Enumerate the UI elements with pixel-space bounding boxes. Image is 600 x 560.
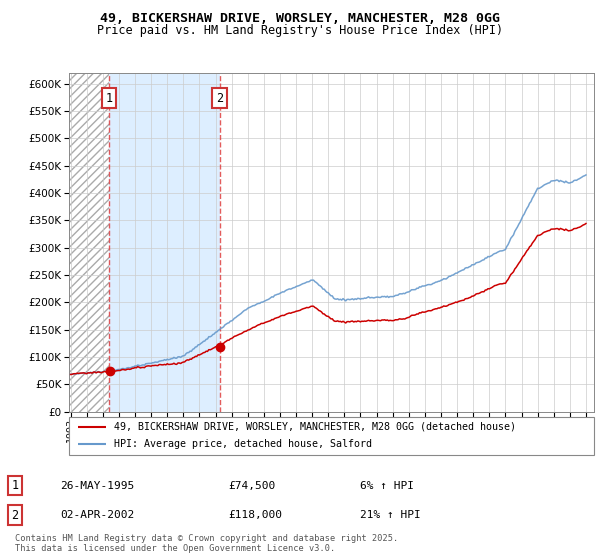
Text: 1: 1 (11, 479, 19, 492)
Text: 2: 2 (11, 508, 19, 522)
Text: 6% ↑ HPI: 6% ↑ HPI (360, 480, 414, 491)
Text: Contains HM Land Registry data © Crown copyright and database right 2025.
This d: Contains HM Land Registry data © Crown c… (15, 534, 398, 553)
Text: 26-MAY-1995: 26-MAY-1995 (60, 480, 134, 491)
Text: £118,000: £118,000 (228, 510, 282, 520)
Bar (109, 73, 220, 412)
Text: 49, BICKERSHAW DRIVE, WORSLEY, MANCHESTER, M28 0GG (detached house): 49, BICKERSHAW DRIVE, WORSLEY, MANCHESTE… (113, 422, 515, 432)
Text: 21% ↑ HPI: 21% ↑ HPI (360, 510, 421, 520)
Bar (62, 73, 109, 412)
Text: 02-APR-2002: 02-APR-2002 (60, 510, 134, 520)
Text: 1: 1 (106, 92, 113, 105)
Text: £74,500: £74,500 (228, 480, 275, 491)
Text: 2: 2 (216, 92, 223, 105)
Text: 49, BICKERSHAW DRIVE, WORSLEY, MANCHESTER, M28 0GG: 49, BICKERSHAW DRIVE, WORSLEY, MANCHESTE… (100, 12, 500, 25)
Text: HPI: Average price, detached house, Salford: HPI: Average price, detached house, Salf… (113, 440, 371, 450)
Text: Price paid vs. HM Land Registry's House Price Index (HPI): Price paid vs. HM Land Registry's House … (97, 24, 503, 37)
